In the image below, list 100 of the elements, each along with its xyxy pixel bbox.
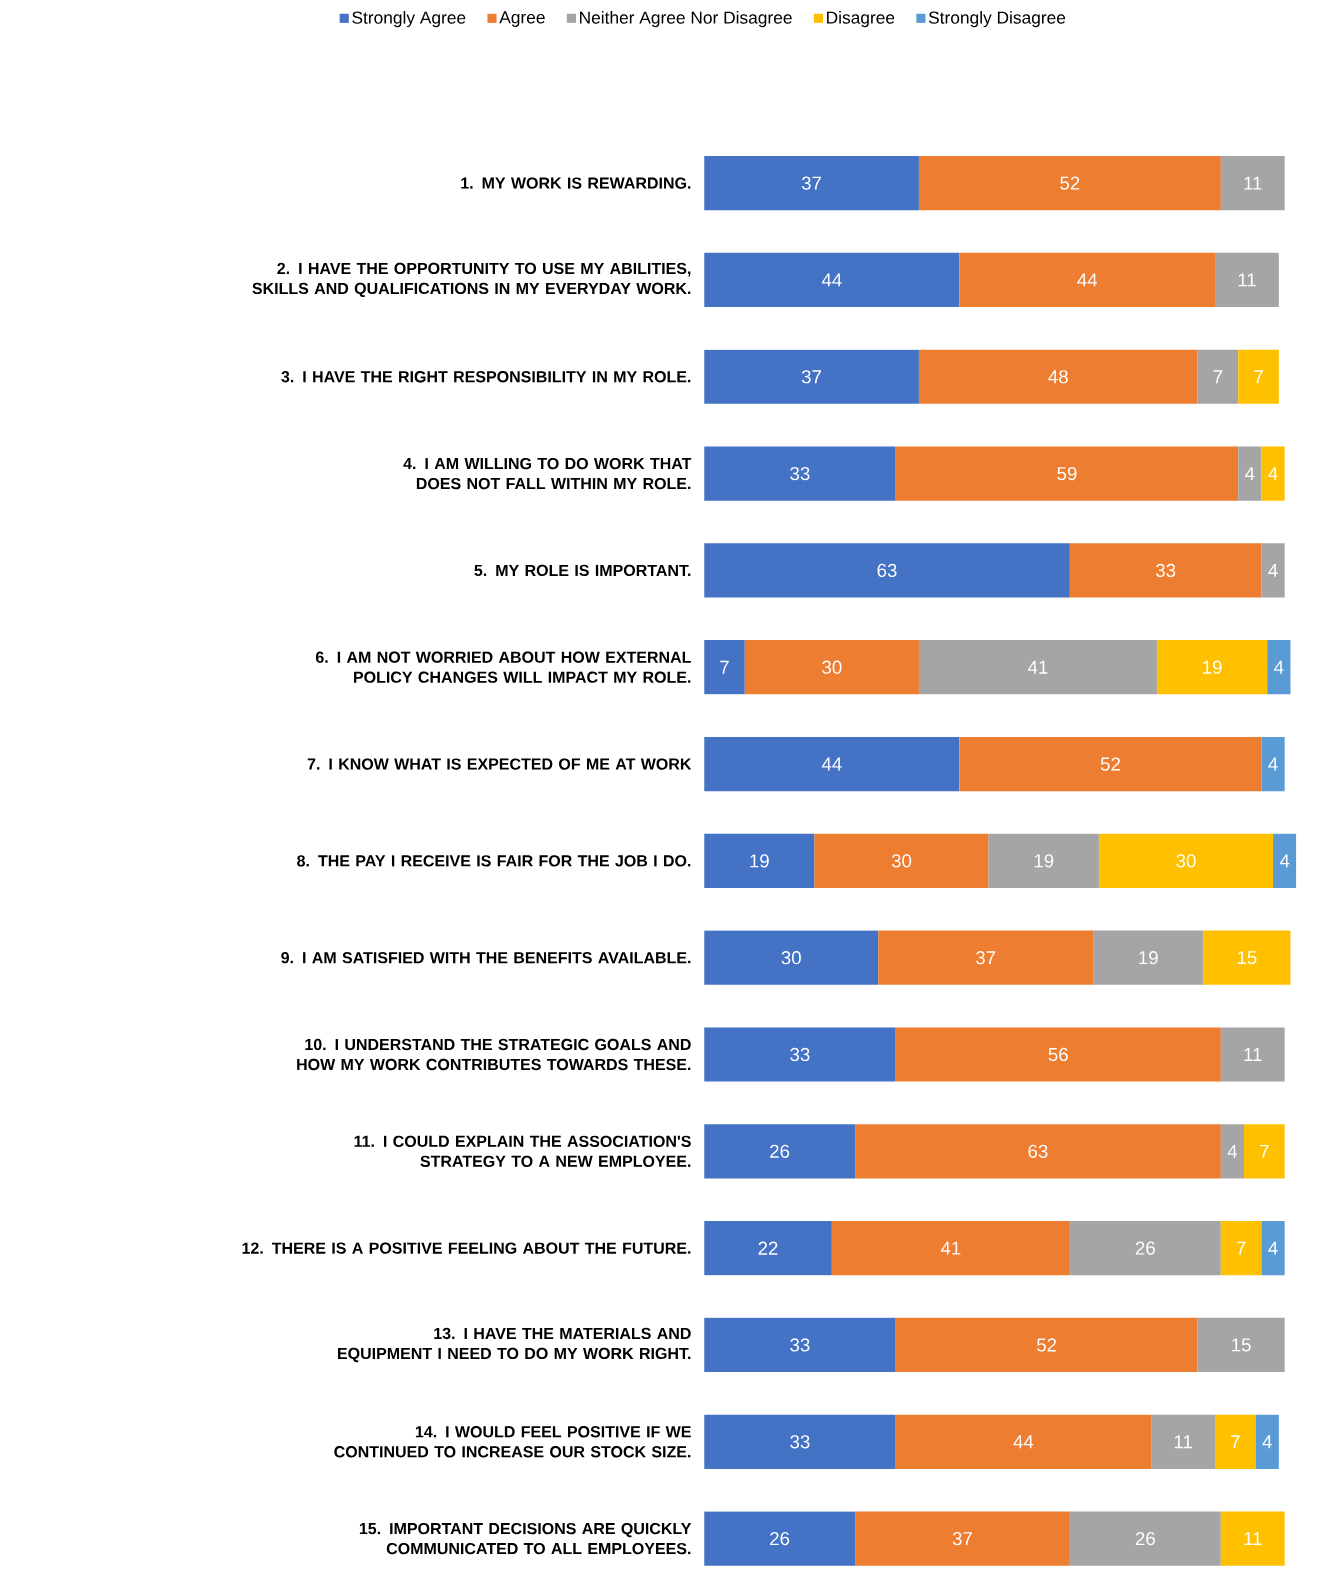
- data-label: 37: [975, 951, 996, 965]
- bar: [895, 1317, 1198, 1373]
- bar: [1238, 349, 1279, 404]
- data-label: 37: [952, 1531, 972, 1546]
- data-label: 7: [1254, 370, 1263, 384]
- y-tick-label: 15. IMPORTANT DECISIONS ARE QUICKLY COMMUNICATED TO ALL EMPLOYEES.: [359, 1522, 692, 1555]
- data-label: 19: [750, 854, 769, 868]
- y-tick-label: 8. THE PAY I RECEIVE IS FAIR FOR THE JOB I DO.: [296, 855, 691, 867]
- bar: [1098, 833, 1273, 888]
- bar: [1220, 1124, 1244, 1179]
- data-label: 33: [790, 1435, 810, 1449]
- bar: [704, 156, 919, 211]
- y-tick-label: 6. I AM NOT WORRIED ABOUT HOW EXTERNAL POLICY CHANGES WILL IMPACT MY ROLE.: [315, 651, 691, 683]
- bar: [895, 1414, 1152, 1469]
- bar: [895, 1027, 1221, 1082]
- bar: [959, 736, 1262, 792]
- bar: [1267, 640, 1291, 695]
- data-label: 11: [1244, 176, 1262, 190]
- bar: [831, 1221, 1070, 1276]
- data-label: 15: [1237, 951, 1257, 965]
- data-label: 26: [770, 1144, 790, 1158]
- data-label: 19: [1139, 951, 1158, 965]
- data-label: 59: [1057, 466, 1077, 481]
- bar: [704, 1027, 896, 1082]
- bar: [918, 156, 1221, 211]
- y-tick-label: 11. I COULD EXPLAIN THE ASSOCIATION'S STRATEGY TO A NEW EMPLOYEE.: [354, 1135, 691, 1167]
- data-label: 4: [1268, 467, 1278, 480]
- data-label: 4: [1244, 467, 1255, 480]
- bar: [1151, 1414, 1215, 1469]
- data-label: 7: [1213, 370, 1223, 384]
- data-label: 33: [790, 466, 810, 481]
- data-label: 33: [790, 1338, 810, 1352]
- bar: [1255, 1414, 1279, 1469]
- data-label: 41: [940, 1241, 961, 1255]
- data-label: 4: [1279, 854, 1290, 868]
- bar: [1220, 1511, 1285, 1566]
- bar: [1069, 543, 1262, 598]
- y-tick-label: 5. MY ROLE IS IMPORTANT.: [474, 564, 691, 577]
- y-tick-label: 1. MY WORK IS REWARDING.: [461, 177, 691, 189]
- data-label: 11: [1174, 1435, 1192, 1449]
- bar: [1156, 640, 1268, 695]
- data-label: 7: [720, 660, 729, 674]
- data-label: 30: [1176, 854, 1196, 868]
- bar: [704, 736, 960, 792]
- data-label: 30: [891, 854, 912, 868]
- bar: [1238, 446, 1262, 501]
- data-label: 11: [1238, 273, 1256, 287]
- data-label: 44: [821, 757, 842, 771]
- data-label: 7: [1230, 1435, 1240, 1449]
- bar: [704, 252, 960, 308]
- data-label: 56: [1048, 1047, 1068, 1062]
- bar: [1220, 1027, 1285, 1082]
- data-label: 44: [1013, 1435, 1034, 1449]
- bar: [895, 446, 1239, 501]
- bar: [1069, 1221, 1221, 1276]
- bar: [878, 930, 1093, 985]
- bar: [704, 640, 745, 695]
- data-label: 63: [1028, 1144, 1048, 1158]
- data-label: 19: [1203, 660, 1222, 674]
- bar: [704, 930, 879, 985]
- data-label: 52: [1100, 757, 1120, 771]
- data-label: 26: [1135, 1531, 1155, 1546]
- data-label: 63: [877, 563, 897, 578]
- data-label: 4: [1268, 757, 1278, 771]
- legend-label: Agree: [499, 11, 545, 27]
- data-label: 48: [1048, 370, 1068, 384]
- bar: [704, 349, 919, 404]
- y-tick-label: 3. I HAVE THE RIGHT RESPONSIBILITY IN MY ROLE.: [281, 371, 691, 383]
- bar: [959, 252, 1215, 308]
- data-label: 41: [1027, 660, 1048, 674]
- bar: [1197, 1317, 1285, 1373]
- bar: [814, 833, 989, 888]
- bar: [1261, 1221, 1285, 1276]
- bar: [918, 349, 1198, 404]
- bar: [854, 1511, 1070, 1566]
- bar: [744, 640, 919, 695]
- data-label: 22: [758, 1241, 778, 1255]
- bar: [704, 1124, 855, 1179]
- bar: [1203, 930, 1291, 985]
- bar: [1069, 1511, 1221, 1566]
- bar: [704, 1317, 896, 1373]
- data-label: 15: [1232, 1338, 1251, 1352]
- bar: [704, 1511, 855, 1566]
- y-tick-label: 14. I WOULD FEEL POSITIVE IF WE CONTINUED TO INCREASE OUR STOCK SIZE.: [334, 1426, 691, 1458]
- bar: [704, 833, 815, 888]
- legend-label: Disagree: [826, 11, 895, 28]
- legend-label: Neither Agree Nor Disagree: [579, 11, 792, 28]
- y-tick-label: 9. I AM SATISFIED WITH THE BENEFITS AVAILABLE.: [281, 952, 691, 964]
- data-label: 26: [1135, 1241, 1155, 1255]
- data-label: 52: [1060, 176, 1080, 190]
- data-label: 30: [781, 951, 801, 965]
- data-label: 33: [1155, 563, 1176, 578]
- data-label: 4: [1268, 563, 1278, 577]
- data-label: 4: [1273, 660, 1284, 674]
- bar: [1261, 543, 1285, 598]
- bar: [704, 1414, 896, 1469]
- data-label: 4: [1262, 1435, 1272, 1449]
- data-label: 44: [821, 273, 842, 287]
- legend-label: Strongly Disagree: [928, 11, 1065, 28]
- data-label: 4: [1227, 1144, 1237, 1158]
